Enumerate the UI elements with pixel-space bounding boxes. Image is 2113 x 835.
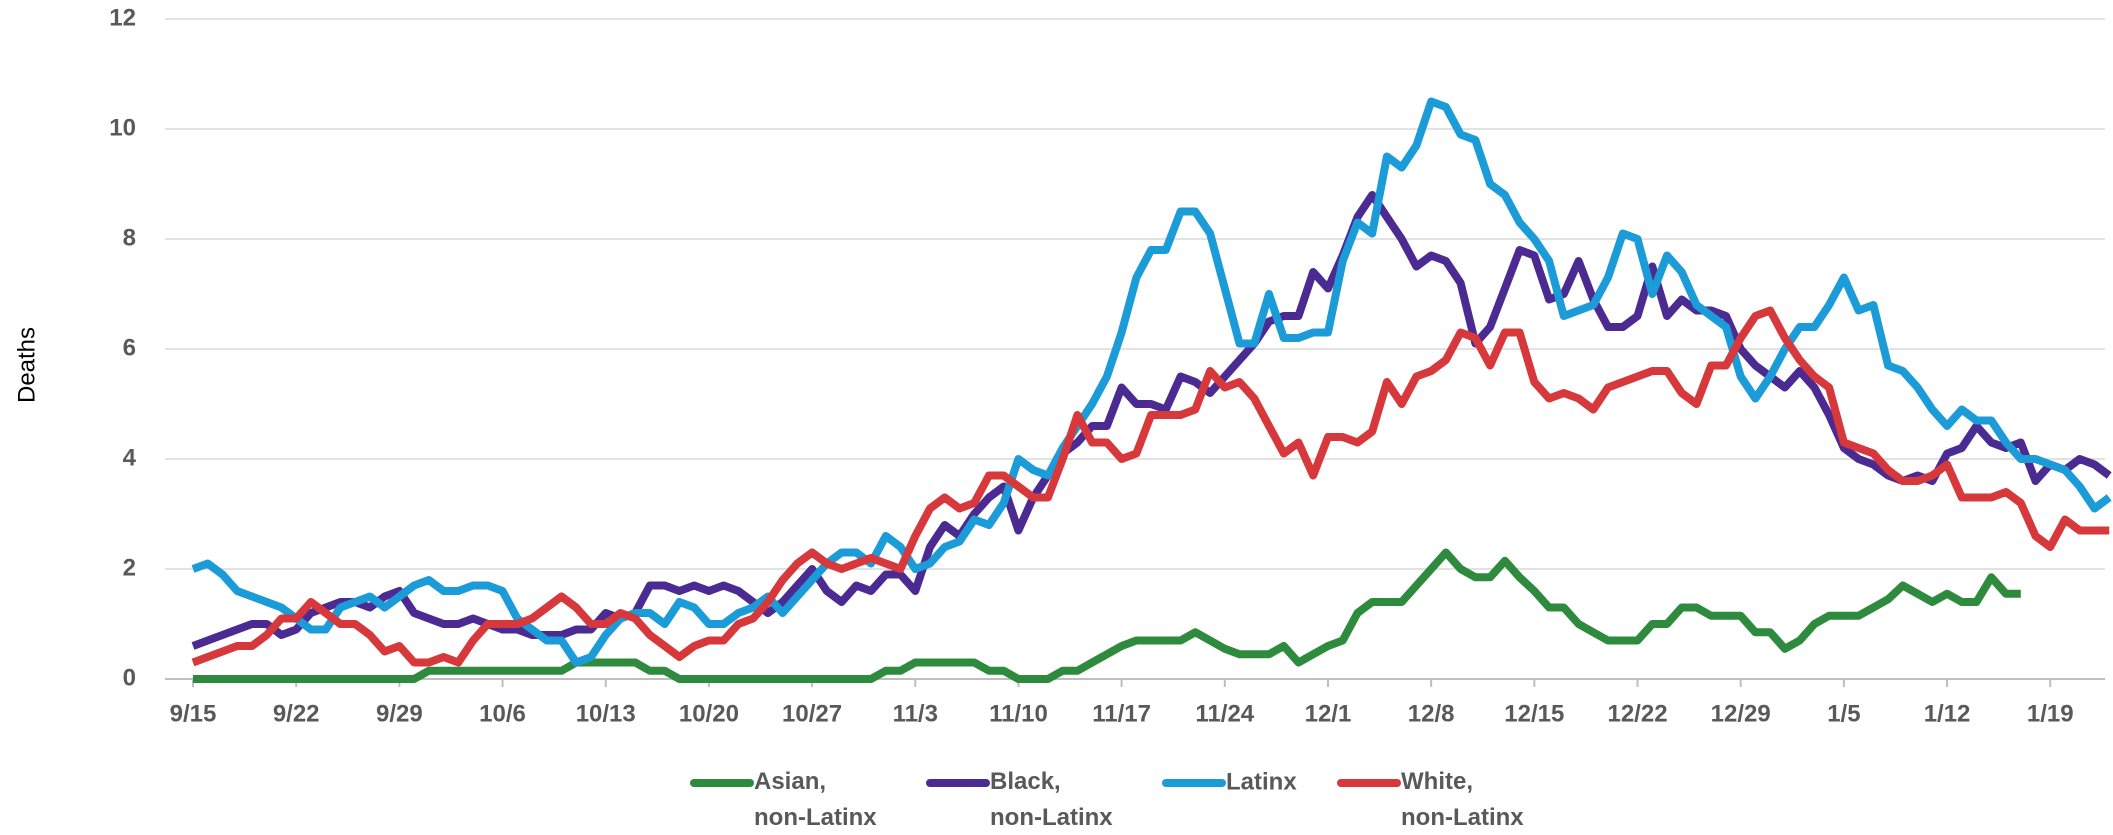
y-axis-label: Deaths bbox=[13, 327, 40, 403]
x-tick-label: 12/22 bbox=[1607, 700, 1667, 727]
x-tick-label: 9/22 bbox=[273, 700, 320, 727]
x-tick-label: 12/15 bbox=[1504, 700, 1564, 727]
legend-label: Black, non-Latinx bbox=[990, 768, 1113, 831]
y-tick-label: 12 bbox=[109, 4, 136, 31]
legend-label: Latinx bbox=[1226, 768, 1297, 795]
series-line bbox=[193, 548, 2021, 683]
x-tick-label: 1/19 bbox=[2027, 700, 2074, 727]
y-tick-label: 6 bbox=[123, 334, 136, 361]
y-tick-label: 0 bbox=[123, 664, 136, 691]
x-tick-label: 1/5 bbox=[1827, 700, 1860, 727]
x-tick-label: 10/20 bbox=[679, 700, 739, 727]
y-tick-label: 4 bbox=[123, 444, 137, 471]
x-tick-label: 10/13 bbox=[576, 700, 636, 727]
x-tick-label: 9/29 bbox=[376, 700, 423, 727]
series-line bbox=[191, 191, 2112, 650]
legend-label: White, non-Latinx bbox=[1401, 768, 1524, 831]
x-tick-label: 12/1 bbox=[1305, 700, 1352, 727]
legend-label-line: Asian, bbox=[754, 768, 826, 795]
x-tick-label: 9/15 bbox=[170, 700, 217, 727]
series-line bbox=[191, 306, 2110, 667]
x-tick-label: 11/24 bbox=[1195, 700, 1254, 727]
legend-label-line: non-Latinx bbox=[990, 804, 1113, 831]
x-tick-label: 10/6 bbox=[479, 700, 526, 727]
x-tick-label: 11/3 bbox=[893, 700, 938, 727]
legend-label-line: White, bbox=[1401, 768, 1473, 795]
x-tick-label: 1/12 bbox=[1924, 700, 1971, 727]
y-tick-label: 10 bbox=[109, 114, 136, 141]
legend-label-line: non-Latinx bbox=[1401, 804, 1524, 831]
y-tick-label: 8 bbox=[123, 224, 136, 251]
x-tick-label: 10/27 bbox=[782, 700, 842, 727]
legend-label-line: non-Latinx bbox=[754, 804, 877, 831]
legend-label-line: Black, bbox=[990, 768, 1061, 795]
legend-label: Asian, non-Latinx bbox=[754, 768, 877, 831]
x-tick-label: 12/8 bbox=[1408, 700, 1455, 727]
x-tick-label: 11/17 bbox=[1092, 700, 1151, 727]
x-tick-label: 12/29 bbox=[1711, 700, 1771, 727]
x-tick-label: 11/10 bbox=[989, 700, 1048, 727]
y-tick-label: 2 bbox=[123, 554, 136, 581]
